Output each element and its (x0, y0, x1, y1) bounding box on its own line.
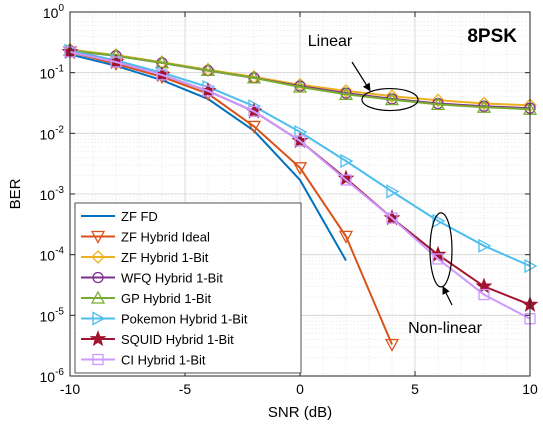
data-point-marker (246, 70, 262, 84)
legend-entry: ZF FD (81, 209, 158, 224)
data-point-marker (430, 97, 446, 111)
legend-label: ZF FD (121, 209, 158, 224)
legend-entry: Pokemon Hybrid 1-Bit (81, 311, 248, 327)
data-point-marker (92, 271, 104, 284)
data-point-marker (200, 63, 216, 77)
linear-arrow (351, 61, 371, 92)
data-point-marker (386, 184, 400, 199)
y-tick-label: 10-5 (40, 306, 65, 324)
data-point-marker (478, 238, 492, 253)
data-point-marker (478, 288, 490, 301)
chart-title: 8PSK (467, 26, 517, 47)
data-point-marker (476, 99, 492, 113)
data-point-marker (89, 330, 107, 347)
data-point-marker (156, 69, 168, 81)
legend: ZF FD ZF Hybrid Ideal ZF Hybrid 1-Bit WFQ H… (74, 202, 302, 374)
linear-annotation-label: Linear (308, 33, 353, 50)
data-point-marker (384, 338, 400, 352)
legend-label: SQUID Hybrid 1-Bit (121, 332, 234, 347)
data-point-marker (386, 212, 398, 224)
legend-entry: WFQ Hybrid 1-Bit (81, 271, 223, 286)
data-point-marker (384, 92, 400, 106)
legend-label: ZF Hybrid 1-Bit (121, 250, 209, 265)
data-point-marker (477, 96, 491, 111)
data-point-marker (340, 153, 354, 169)
y-tick-label: 10-6 (40, 367, 65, 385)
x-tick-label: 0 (296, 381, 304, 397)
legend-label: GP Hybrid 1-Bit (121, 291, 211, 306)
y-tick-label: 10-3 (40, 185, 65, 203)
data-point-marker (340, 174, 352, 186)
legend-label: CI Hybrid 1-Bit (121, 353, 206, 368)
legend-label: WFQ Hybrid 1-Bit (121, 271, 223, 286)
x-tick-label: 10 (522, 381, 538, 397)
annotations: Linear Non-linear (308, 33, 483, 337)
y-tick-label: 10-2 (40, 124, 65, 142)
legend-entry: ZF Hybrid Ideal (81, 230, 210, 245)
series-line (69, 50, 393, 345)
data-point-marker (246, 120, 262, 134)
nonlinear-ellipse (429, 212, 453, 288)
data-point-marker (91, 250, 105, 264)
series-line (69, 50, 531, 320)
series-ci-hybrid-1-bit (64, 46, 536, 325)
y-tick-label: 10-4 (40, 246, 65, 264)
data-point-marker (90, 290, 106, 304)
series-line (69, 49, 531, 267)
data-point-marker (338, 86, 354, 100)
data-point-marker (294, 135, 306, 147)
series-line (69, 49, 531, 111)
legend-label: ZF Hybrid Ideal (121, 230, 210, 245)
legend-label: Pokemon Hybrid 1-Bit (121, 312, 248, 327)
x-tick-label: -5 (179, 381, 192, 397)
y-tick-label: 10-1 (40, 64, 65, 82)
data-point-marker (292, 162, 308, 176)
data-point-marker (92, 353, 104, 366)
series-layer (61, 42, 539, 352)
nonlinear-arrow (442, 285, 453, 306)
data-point-marker (110, 56, 122, 68)
data-point-marker (338, 230, 354, 244)
legend-entry: ZF Hybrid 1-Bit (81, 250, 209, 265)
axis-ticks: -10 -5 0 5 10 10-6 10-5 10-4 10-3 10-2 10-1 100 (40, 3, 538, 397)
data-point-marker (385, 89, 399, 104)
data-point-marker (432, 253, 444, 265)
data-point-marker (431, 93, 445, 108)
legend-entry: GP Hybrid 1-Bit (81, 290, 211, 306)
x-tick-label: 5 (411, 381, 419, 397)
data-point-marker (339, 84, 353, 98)
data-point-marker (92, 311, 106, 326)
data-point-marker (202, 85, 214, 97)
data-point-marker (90, 230, 106, 244)
legend-entry: CI Hybrid 1-Bit (81, 353, 206, 368)
x-axis-label: SNR (dB) (268, 404, 332, 421)
legend-entry: SQUID Hybrid 1-Bit (81, 330, 234, 347)
linear-ellipse (361, 87, 419, 112)
data-point-marker (248, 105, 260, 118)
y-axis-label: BER (7, 178, 24, 209)
x-tick-label: -10 (60, 381, 80, 397)
data-point-marker (432, 213, 446, 229)
legend-box (74, 202, 302, 374)
y-tick-label: 100 (43, 3, 65, 21)
nonlinear-annotation-label: Non-linear (408, 320, 482, 337)
data-point-marker (292, 79, 308, 93)
